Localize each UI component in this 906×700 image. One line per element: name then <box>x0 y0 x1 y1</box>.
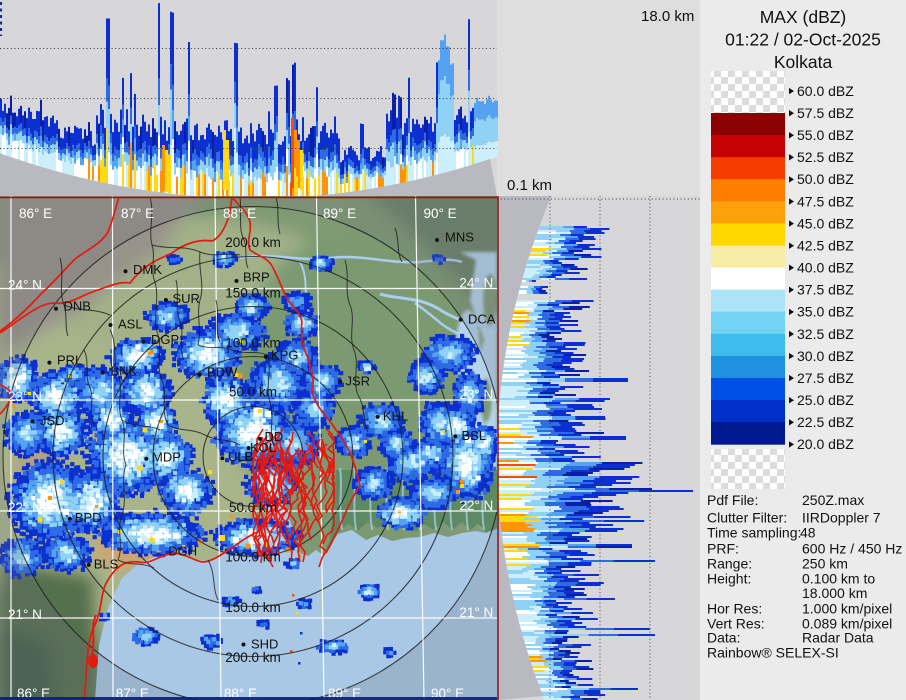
svg-text:21° N: 21° N <box>8 607 42 622</box>
svg-text:20.0 dBZ: 20.0 dBZ <box>797 436 854 452</box>
svg-text:SUR: SUR <box>173 291 200 306</box>
svg-text:32.5 dBZ: 32.5 dBZ <box>797 326 854 342</box>
svg-text:DGP: DGP <box>151 332 179 347</box>
svg-text:0.1 km: 0.1 km <box>507 177 552 194</box>
svg-text:37.5 dBZ: 37.5 dBZ <box>797 282 854 298</box>
svg-text:MAX (dBZ): MAX (dBZ) <box>760 7 847 27</box>
svg-text:250 km: 250 km <box>802 556 848 572</box>
svg-text:48: 48 <box>800 525 816 541</box>
svg-text:MNS: MNS <box>445 230 474 245</box>
svg-text:52.5 dBZ: 52.5 dBZ <box>797 149 854 165</box>
svg-text:PRL: PRL <box>57 353 82 368</box>
svg-text:Time sampling:: Time sampling: <box>707 525 801 541</box>
svg-text:87° E: 87° E <box>121 206 154 221</box>
svg-text:Data:: Data: <box>707 630 740 646</box>
svg-text:Range:: Range: <box>707 556 752 572</box>
svg-text:MDP: MDP <box>152 450 181 465</box>
svg-text:Clutter Filter:: Clutter Filter: <box>707 510 787 526</box>
svg-text:90° E: 90° E <box>431 686 464 700</box>
svg-text:01:22 / 02-Oct-2025: 01:22 / 02-Oct-2025 <box>725 30 881 50</box>
svg-text:90° E: 90° E <box>424 206 457 221</box>
svg-text:PRF:: PRF: <box>707 541 739 557</box>
svg-text:SHD: SHD <box>251 637 278 652</box>
svg-text:50.0 km: 50.0 km <box>229 500 277 515</box>
svg-text:21° N: 21° N <box>459 605 493 620</box>
svg-text:22° N: 22° N <box>8 500 42 515</box>
svg-text:ULB: ULB <box>228 449 253 464</box>
svg-text:27.5 dBZ: 27.5 dBZ <box>797 370 854 386</box>
svg-text:60.0 dBZ: 60.0 dBZ <box>797 83 854 99</box>
svg-text:DNB: DNB <box>64 299 91 314</box>
svg-text:23° N: 23° N <box>8 389 42 404</box>
svg-text:BNK: BNK <box>111 364 138 379</box>
svg-text:BLS: BLS <box>94 556 119 571</box>
svg-text:55.0 dBZ: 55.0 dBZ <box>797 127 854 143</box>
svg-text:35.0 dBZ: 35.0 dBZ <box>797 304 854 320</box>
svg-text:BRP: BRP <box>243 270 270 285</box>
svg-text:DGH: DGH <box>168 544 197 559</box>
svg-text:24° N: 24° N <box>459 276 493 291</box>
svg-text:150.0 km: 150.0 km <box>225 600 281 615</box>
svg-text:22° N: 22° N <box>459 498 493 513</box>
svg-text:KHL: KHL <box>383 409 408 424</box>
svg-text:0.100 km to: 0.100 km to <box>802 571 875 587</box>
svg-text:Rainbow® SELEX-SI: Rainbow® SELEX-SI <box>707 645 839 661</box>
svg-text:250Z.max: 250Z.max <box>802 492 864 508</box>
svg-text:30.0 dBZ: 30.0 dBZ <box>797 348 854 364</box>
svg-text:DMK: DMK <box>133 262 162 277</box>
svg-text:JSD: JSD <box>40 413 65 428</box>
svg-text:42.5 dBZ: 42.5 dBZ <box>797 238 854 254</box>
svg-text:89° E: 89° E <box>323 206 356 221</box>
svg-text:45.0 dBZ: 45.0 dBZ <box>797 215 854 231</box>
svg-text:DD: DD <box>265 429 284 444</box>
svg-text:23° N: 23° N <box>459 387 493 402</box>
svg-text:Radar Data: Radar Data <box>802 630 874 646</box>
svg-text:100.0 km: 100.0 km <box>225 336 281 351</box>
svg-text:JSR: JSR <box>346 374 371 389</box>
svg-text:0.089 km/pixel: 0.089 km/pixel <box>802 616 892 632</box>
svg-text:DCA: DCA <box>468 311 496 326</box>
svg-text:KPG: KPG <box>271 347 298 362</box>
svg-text:18.0 km: 18.0 km <box>641 8 694 25</box>
svg-text:100.0 km: 100.0 km <box>225 550 281 565</box>
svg-text:IIRDoppler 7: IIRDoppler 7 <box>802 510 881 526</box>
svg-text:Height:: Height: <box>707 571 751 587</box>
svg-text:200.0 km: 200.0 km <box>225 650 281 665</box>
svg-text:22.5 dBZ: 22.5 dBZ <box>797 414 854 430</box>
svg-text:57.5 dBZ: 57.5 dBZ <box>797 105 854 121</box>
svg-text:Vert Res:: Vert Res: <box>707 616 765 632</box>
svg-text:40.0 dBZ: 40.0 dBZ <box>797 260 854 276</box>
svg-text:Kolkata: Kolkata <box>774 52 833 72</box>
svg-text:150.0 km: 150.0 km <box>225 285 281 300</box>
svg-text:600 Hz / 450 Hz: 600 Hz / 450 Hz <box>802 541 902 557</box>
svg-text:BDW: BDW <box>207 365 238 380</box>
svg-text:86° E: 86° E <box>17 686 50 700</box>
svg-text:25.0 dBZ: 25.0 dBZ <box>797 392 854 408</box>
svg-text:200.0 km: 200.0 km <box>225 235 281 250</box>
svg-text:Hor Res:: Hor Res: <box>707 601 762 617</box>
svg-text:50.0 km: 50.0 km <box>229 385 277 400</box>
svg-text:89° E: 89° E <box>328 686 361 700</box>
svg-text:ASL: ASL <box>118 317 143 332</box>
svg-text:88° E: 88° E <box>224 686 257 700</box>
svg-text:BPD: BPD <box>75 510 102 525</box>
svg-text:50.0 dBZ: 50.0 dBZ <box>797 171 854 187</box>
svg-text:88° E: 88° E <box>223 206 256 221</box>
svg-text:Pdf File:: Pdf File: <box>707 492 758 508</box>
svg-text:18.000 km: 18.000 km <box>802 585 867 601</box>
svg-text:KOL: KOL <box>250 440 276 455</box>
svg-text:87° E: 87° E <box>116 686 149 700</box>
svg-text:1.000 km/pixel: 1.000 km/pixel <box>802 601 892 617</box>
svg-text:BSL: BSL <box>462 428 487 443</box>
svg-text:47.5 dBZ: 47.5 dBZ <box>797 193 854 209</box>
svg-text:24° N: 24° N <box>8 278 42 293</box>
svg-text:86° E: 86° E <box>19 206 52 221</box>
